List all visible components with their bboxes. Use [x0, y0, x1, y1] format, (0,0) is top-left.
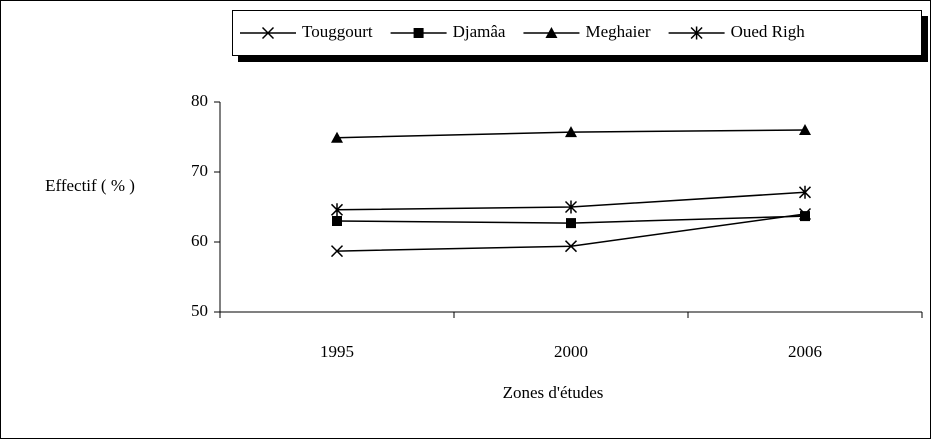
legend-marker: [690, 26, 703, 40]
data-point: [564, 240, 578, 253]
legend-label: Djamâa: [453, 22, 506, 41]
y-tick-label: 70: [191, 161, 208, 180]
data-point: [564, 200, 578, 214]
data-point: [330, 245, 344, 258]
data-point: [800, 211, 810, 222]
legend-label: Meghaier: [585, 22, 650, 41]
x-tick-label: 1995: [320, 342, 354, 361]
data-point: [330, 203, 344, 217]
y-tick-label: 60: [191, 231, 208, 250]
legend-marker: [261, 26, 275, 40]
x-axis-label: Zones d'études: [503, 383, 604, 402]
y-axis-label: Effectif ( % ): [45, 176, 135, 195]
data-point: [331, 131, 343, 143]
y-tick-label: 50: [191, 301, 208, 320]
y-tick-label: 80: [191, 91, 208, 110]
data-point: [566, 218, 576, 229]
x-tick-label: 2006: [788, 342, 822, 361]
data-point: [798, 185, 812, 199]
legend-marker: [413, 28, 424, 38]
data-point: [799, 124, 811, 135]
x-tick-label: 2000: [554, 342, 588, 361]
data-point: [565, 126, 577, 138]
legend-label: Oued Righ: [731, 22, 806, 41]
legend-label: Touggourt: [302, 22, 373, 41]
legend-marker: [545, 27, 558, 38]
data-point: [332, 216, 342, 226]
